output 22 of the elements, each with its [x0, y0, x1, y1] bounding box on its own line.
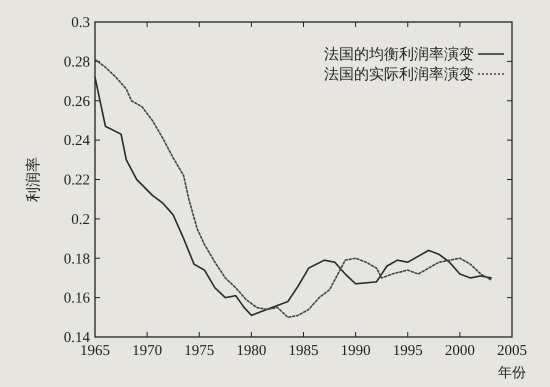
y-tick-label: 0.28 [64, 54, 90, 70]
y-tick-label: 0.26 [64, 94, 90, 110]
x-tick-label: 1985 [288, 343, 318, 359]
y-tick-label: 0.24 [64, 133, 90, 150]
y-tick-label: 0.2 [71, 212, 90, 228]
x-tick-label: 2005 [497, 343, 527, 359]
y-axis-title: 利润率 [25, 157, 42, 202]
y-tick-label: 0.16 [64, 290, 90, 307]
x-axis-title: 年份 [498, 365, 526, 381]
x-tick-label: 1980 [236, 343, 266, 359]
y-tick-label: 0.14 [64, 330, 90, 346]
legend-label: 法国的实际利润率演变 [324, 66, 474, 83]
y-tick-label: 0.22 [64, 172, 90, 188]
x-tick-label: 1975 [184, 343, 214, 359]
y-tick-label: 0.18 [64, 251, 90, 268]
x-tick-label: 1965 [80, 343, 110, 359]
y-tick-label: 0.3 [71, 15, 90, 31]
x-tick-label: 1990 [340, 343, 371, 359]
x-tick-label: 2000 [444, 343, 475, 359]
x-tick-label: 1995 [392, 343, 423, 359]
x-tick-label: 1970 [132, 343, 162, 359]
legend-label: 法国的均衡利润率演变 [324, 46, 474, 63]
